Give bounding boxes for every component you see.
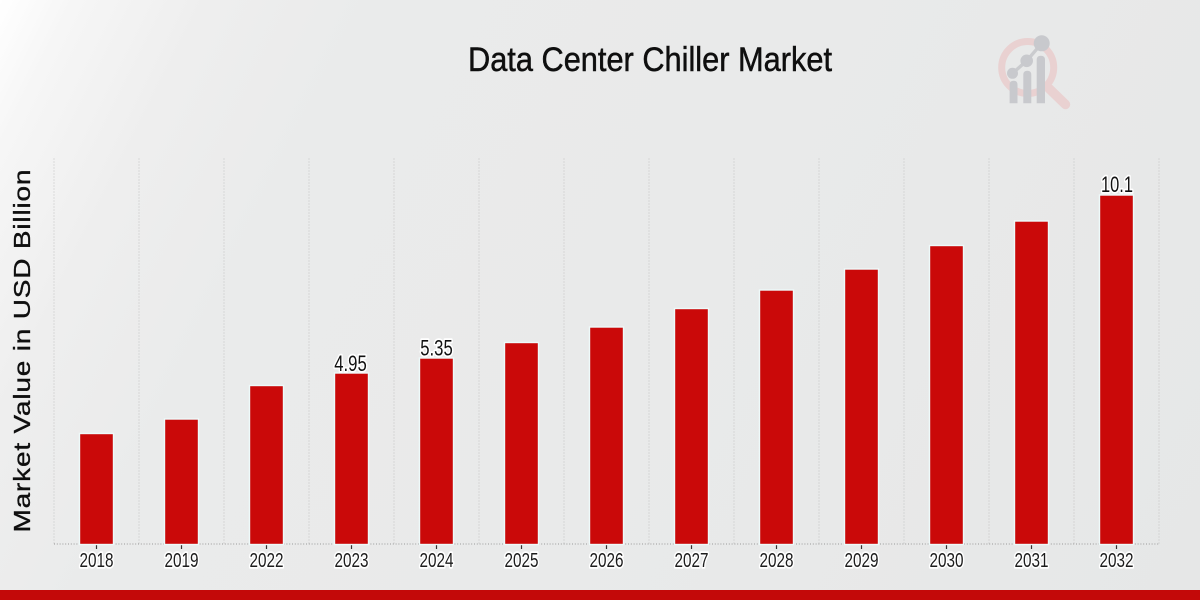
svg-text:2022: 2022 [250,550,284,572]
svg-text:Data Center Chiller Market: Data Center Chiller Market [468,41,832,79]
svg-text:4.95: 4.95 [334,351,367,376]
svg-text:10.1: 10.1 [1101,172,1133,197]
svg-text:2027: 2027 [675,550,709,572]
svg-text:2032: 2032 [1100,550,1134,572]
svg-text:2031: 2031 [1015,550,1049,572]
svg-text:2026: 2026 [590,550,624,572]
svg-text:5.35: 5.35 [420,336,453,361]
svg-text:2023: 2023 [335,550,369,572]
svg-text:2030: 2030 [930,550,964,572]
svg-text:2019: 2019 [165,550,199,572]
svg-text:Market Value in USD Billion: Market Value in USD Billion [10,170,35,533]
svg-text:2025: 2025 [505,550,539,572]
svg-text:2024: 2024 [420,550,454,572]
svg-text:2029: 2029 [845,550,879,572]
svg-text:2028: 2028 [760,550,794,572]
svg-text:2018: 2018 [80,550,114,572]
